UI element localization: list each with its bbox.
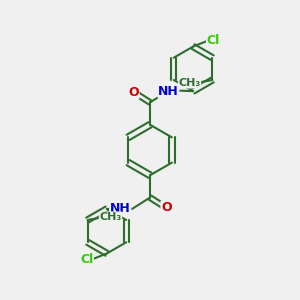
Text: CH₃: CH₃ [178,78,201,88]
Text: O: O [128,85,139,98]
Text: Cl: Cl [207,34,220,47]
Text: NH: NH [158,85,179,98]
Text: NH: NH [110,202,130,215]
Text: Cl: Cl [80,253,93,266]
Text: O: O [161,202,172,214]
Text: CH₃: CH₃ [99,212,122,222]
